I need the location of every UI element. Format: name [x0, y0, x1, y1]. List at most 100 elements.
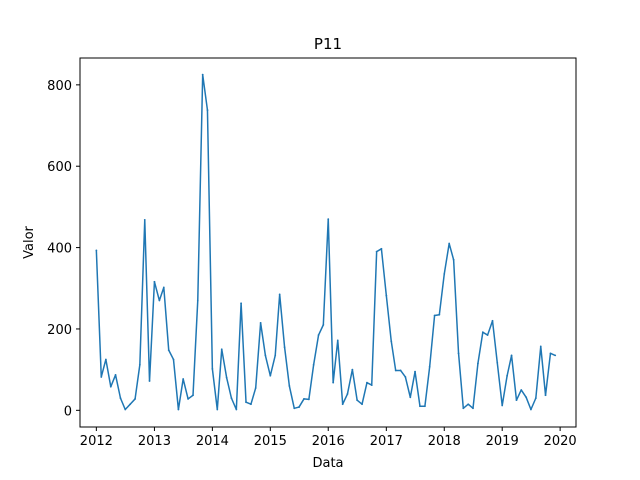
data-point [462, 407, 465, 410]
y-axis-label: Valor [22, 225, 37, 258]
data-point [303, 398, 305, 400]
x-tick-label: 2020 [544, 434, 577, 449]
data-point [506, 374, 509, 377]
data-point [539, 345, 542, 348]
data-point [119, 397, 122, 400]
data-point [491, 319, 494, 322]
data-point [138, 363, 141, 366]
data-point [428, 365, 431, 368]
data-point [240, 302, 243, 305]
data-point [109, 385, 112, 388]
data-point [134, 398, 136, 400]
data-point [332, 381, 335, 384]
data-point [250, 403, 252, 406]
data-point [361, 403, 363, 406]
data-point [341, 403, 344, 406]
y-axis: 0 200 400 600 800 [47, 79, 80, 419]
series-line [95, 73, 556, 411]
data-point [356, 399, 359, 402]
x-tick-label: 2015 [254, 434, 287, 449]
data-point [390, 340, 393, 343]
data-point [245, 401, 247, 404]
y-tick-label: 0 [64, 404, 72, 419]
y-tick-label: 800 [47, 79, 72, 94]
data-point [443, 273, 446, 275]
data-point [477, 362, 479, 365]
data-point [162, 286, 165, 289]
data-point [307, 398, 310, 401]
data-point [554, 354, 557, 357]
data-point [225, 376, 228, 379]
data-point [158, 299, 161, 302]
data-point [100, 376, 103, 378]
data-point [95, 249, 98, 252]
data-point [414, 370, 416, 373]
data-point [143, 219, 146, 221]
data-point [525, 396, 528, 399]
data-point [182, 378, 185, 380]
data-point [530, 408, 532, 411]
data-point [235, 408, 238, 411]
data-point [448, 242, 451, 245]
data-point [216, 408, 219, 411]
data-point [394, 369, 397, 372]
data-point [452, 258, 455, 261]
data-point [196, 299, 199, 302]
data-point [322, 323, 325, 326]
data-point [544, 394, 547, 397]
data-point [264, 354, 267, 357]
plot-frame [79, 57, 577, 428]
data-point [496, 361, 499, 364]
data-point [283, 346, 286, 349]
data-point [399, 369, 402, 372]
x-axis: 2012 2013 2014 2015 2016 2017 2018 2019 2020 [80, 427, 577, 449]
data-point [206, 109, 209, 111]
data-point [293, 407, 296, 410]
x-axis-label: Data [312, 456, 343, 471]
data-point [172, 358, 175, 361]
data-point [177, 408, 180, 411]
data-point [409, 396, 412, 399]
data-point [201, 73, 204, 76]
x-tick-label: 2019 [486, 434, 519, 449]
data-point [153, 280, 156, 283]
data-point [211, 367, 214, 370]
data-point [481, 331, 484, 334]
data-point [148, 380, 151, 382]
y-tick-label: 400 [47, 242, 72, 257]
data-point [114, 374, 117, 376]
data-point [288, 385, 291, 387]
data-point [346, 393, 349, 395]
data-point [167, 349, 170, 352]
y-tick-label: 200 [47, 323, 72, 338]
data-point [472, 407, 474, 410]
y-tick-label: 600 [47, 160, 72, 175]
data-point [467, 403, 470, 406]
chart-title: P11 [314, 35, 342, 53]
data-point [192, 394, 194, 397]
data-point [515, 399, 518, 402]
data-point [433, 314, 436, 317]
data-point [336, 339, 339, 342]
data-point [457, 352, 460, 355]
data-point [187, 398, 189, 400]
data-point [298, 406, 300, 408]
data-point [424, 405, 426, 408]
data-point [124, 408, 127, 411]
data-point [510, 354, 513, 357]
data-point [534, 397, 537, 400]
data-point [317, 334, 320, 336]
x-tick-label: 2018 [428, 434, 461, 449]
x-tick-label: 2014 [196, 434, 229, 449]
data-point [230, 397, 233, 400]
data-point [419, 405, 421, 408]
data-point [366, 381, 368, 384]
data-point [501, 404, 504, 407]
data-point [380, 247, 383, 250]
data-point [438, 313, 441, 316]
data-point [375, 250, 378, 253]
data-point [520, 389, 523, 391]
x-tick-label: 2016 [312, 434, 345, 449]
plot-area [79, 57, 577, 428]
